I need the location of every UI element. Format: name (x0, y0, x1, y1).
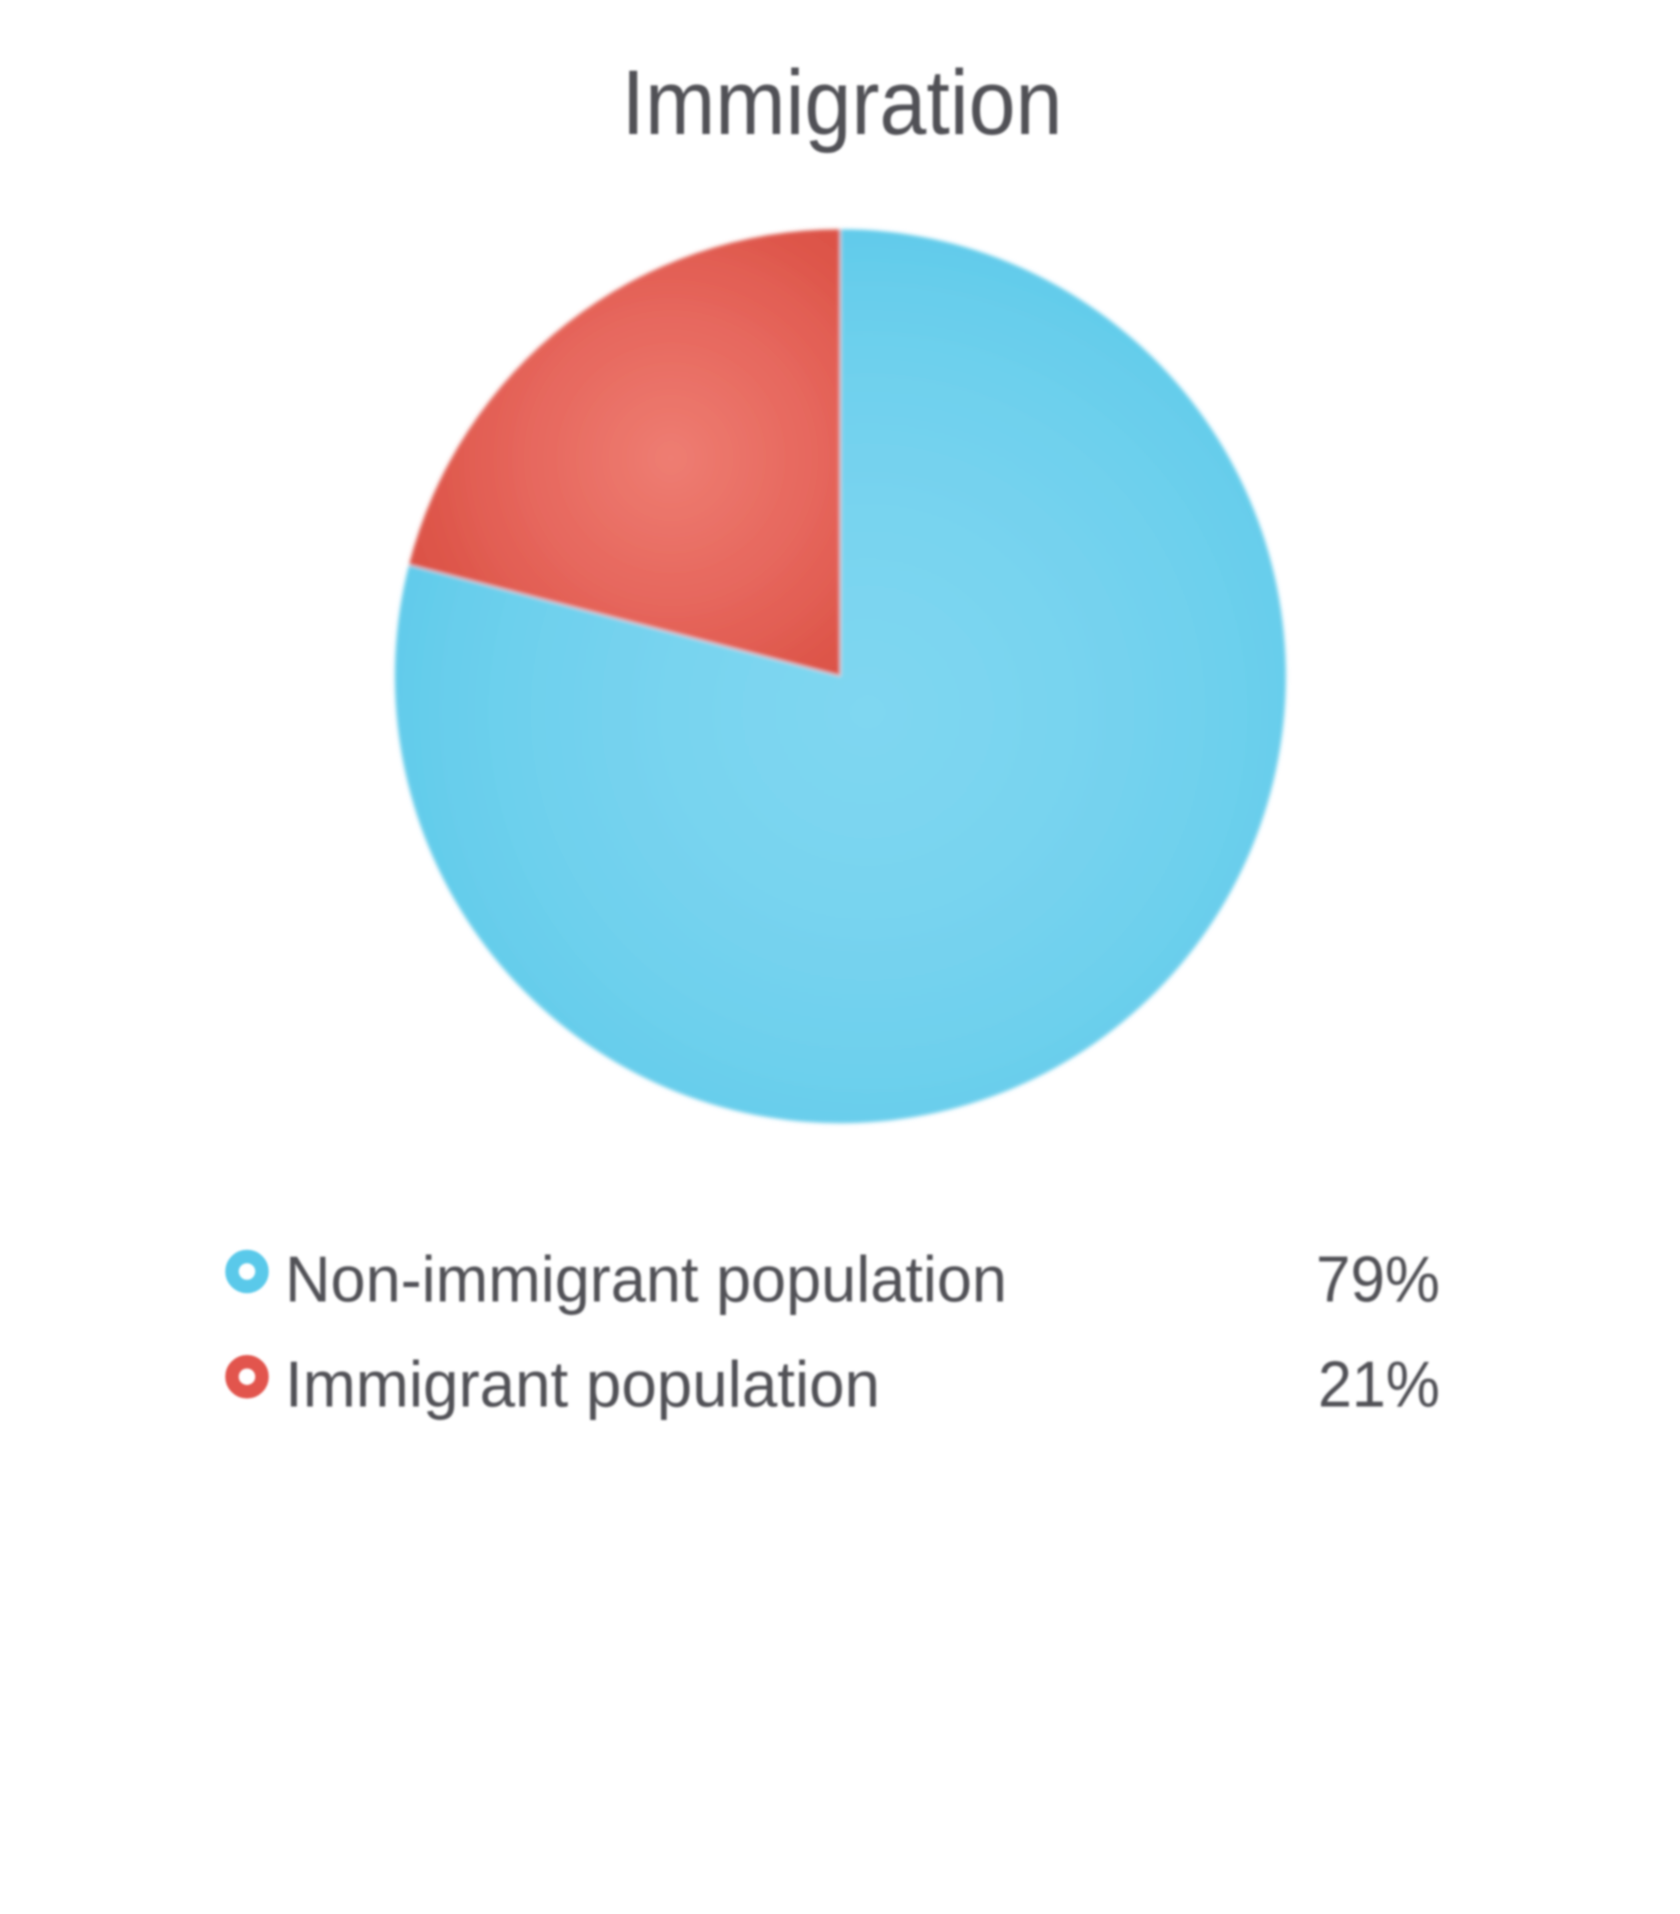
svg-text:21%: 21% (1318, 1348, 1440, 1421)
svg-text:79%: 79% (1316, 1243, 1440, 1316)
svg-text:Immigration: Immigration (622, 52, 1063, 154)
svg-text:Immigrant population: Immigrant population (285, 1348, 880, 1421)
svg-text:Non-immigrant population: Non-immigrant population (285, 1243, 1007, 1316)
